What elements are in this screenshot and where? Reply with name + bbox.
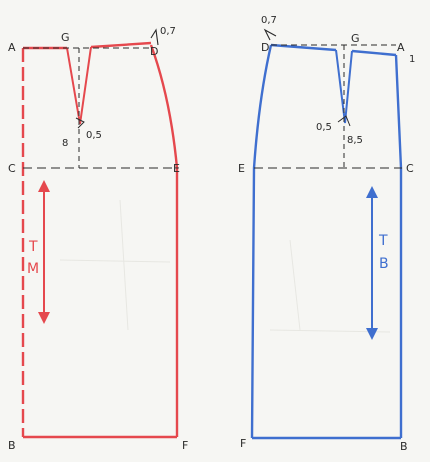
back-point-e: E: [238, 162, 245, 175]
front-point-b: B: [8, 439, 16, 452]
front-point-d: D: [150, 45, 158, 58]
paper-background: [59, 199, 391, 333]
back-raise-mark: [263, 28, 277, 41]
front-length-letter-1: T: [28, 239, 38, 255]
back-waist-raise: 0,7: [261, 15, 277, 26]
front-point-e: E: [173, 162, 180, 175]
back-point-d: D: [261, 41, 269, 54]
front-raise-mark: [150, 28, 159, 46]
front-point-a: A: [8, 41, 16, 54]
front-waist-raise: 0,7: [160, 26, 176, 37]
front-dart-depth: 8: [62, 138, 68, 149]
front-point-c: C: [8, 162, 16, 175]
back-point-b: B: [400, 440, 408, 453]
back-length-letter-1: T: [378, 233, 388, 249]
back-center-seam: [394, 54, 403, 438]
back-side-seam: [250, 44, 273, 439]
back-point-a: A: [397, 41, 405, 54]
back-dart-tip-mark: [337, 115, 351, 127]
front-point-f: F: [182, 439, 188, 452]
back-length-letter-2: B: [379, 256, 389, 272]
back-waistline: [270, 43, 397, 57]
front-waist-dart: [66, 46, 92, 125]
back-waist-dart: [335, 49, 353, 124]
back-skirt-panel: 0,7 D G A 1 0,5 8,5 E C F B T B: [238, 15, 415, 453]
front-side-seam: [149, 44, 179, 437]
back-dart-depth: 8,5: [347, 135, 363, 146]
back-dart-width: 0,5: [316, 122, 332, 133]
back-point-c: C: [406, 162, 414, 175]
front-point-g: G: [61, 31, 70, 44]
back-waist-drop: 1: [409, 54, 415, 65]
front-dart-width: 0,5: [86, 130, 102, 141]
front-skirt-panel: A G D 0,7 8 0,5 C E B F T M: [8, 26, 188, 452]
back-point-g: G: [351, 32, 360, 45]
front-waistline: [23, 41, 152, 50]
front-length-letter-2: M: [27, 261, 39, 277]
front-dart-tip-mark: [75, 117, 85, 129]
back-point-f: F: [240, 437, 246, 450]
